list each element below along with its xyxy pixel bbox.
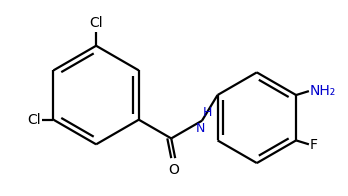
Text: O: O [168, 163, 179, 177]
Text: Cl: Cl [89, 16, 103, 30]
Text: N: N [196, 122, 205, 135]
Text: Cl: Cl [27, 113, 41, 127]
Text: F: F [310, 138, 318, 152]
Text: H: H [203, 106, 212, 119]
Text: NH₂: NH₂ [310, 84, 336, 98]
